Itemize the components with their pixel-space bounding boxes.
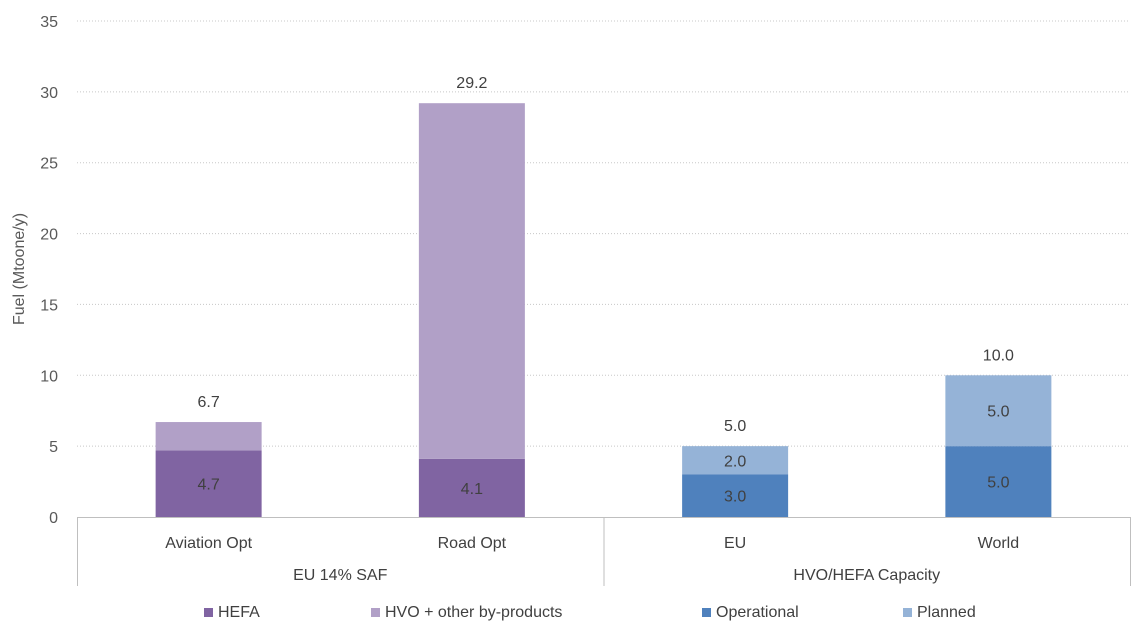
category-label: World — [978, 535, 1020, 552]
group-label: HVO/HEFA Capacity — [793, 567, 940, 584]
total-label: 6.7 — [198, 394, 220, 411]
legend: HEFA HVO + other by-products Operational Pl… — [204, 604, 976, 621]
legend-label: HEFA — [218, 604, 260, 621]
legend-label: HVO + other by-products — [385, 604, 562, 621]
data-label: 5.0 — [987, 404, 1009, 421]
data-label: 2.0 — [724, 453, 746, 470]
data-label: 4.1 — [461, 481, 483, 498]
y-tick-label: 5 — [49, 439, 58, 456]
category-label: Road Opt — [438, 535, 507, 552]
bar-segment — [418, 458, 525, 517]
data-labels: 4.7 6.7 4.1 29.2 3.0 2.0 5.0 5.0 5.0 10.0 — [198, 75, 1015, 506]
bar-segment — [945, 375, 1052, 447]
y-tick-label: 30 — [40, 85, 58, 102]
y-tick-label: 35 — [40, 14, 58, 31]
bar-segment — [418, 103, 525, 459]
total-label: 10.0 — [983, 347, 1014, 364]
bar-segment — [945, 446, 1052, 517]
y-tick-label: 0 — [49, 510, 58, 527]
y-tick-label: 25 — [40, 156, 58, 173]
bar-segment — [682, 474, 789, 517]
data-label: 3.0 — [724, 489, 746, 506]
legend-swatch — [204, 608, 213, 617]
data-label: 5.0 — [987, 475, 1009, 492]
bar-segment — [155, 450, 262, 517]
category-label: EU — [724, 535, 746, 552]
axes: Aviation Opt Road Opt EU World EU 14% SAF HVO… — [77, 517, 1131, 586]
group-label: EU 14% SAF — [293, 567, 387, 584]
bars — [155, 103, 1052, 517]
legend-swatch — [702, 608, 711, 617]
gridlines: 0 5 10 15 20 25 30 35 — [40, 14, 1130, 527]
y-tick-label: 10 — [40, 368, 58, 385]
y-axis-label: Fuel (Mtoone/y) — [11, 213, 28, 325]
legend-label: Operational — [716, 604, 799, 621]
legend-swatch — [371, 608, 380, 617]
y-tick-label: 20 — [40, 227, 58, 244]
category-label: Aviation Opt — [165, 535, 252, 552]
y-tick-label: 15 — [40, 297, 58, 314]
legend-swatch — [903, 608, 912, 617]
legend-label: Planned — [917, 604, 976, 621]
total-label: 29.2 — [456, 75, 487, 92]
bar-segment — [682, 446, 789, 475]
data-label: 4.7 — [198, 477, 220, 494]
bar-segment — [155, 422, 262, 451]
total-label: 5.0 — [724, 418, 746, 435]
